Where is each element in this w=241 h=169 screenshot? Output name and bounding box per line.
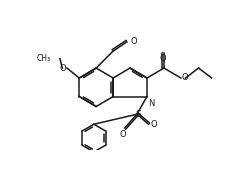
Text: O: O bbox=[151, 120, 157, 129]
Text: O: O bbox=[130, 37, 137, 46]
Text: O: O bbox=[182, 73, 188, 82]
Text: S: S bbox=[135, 110, 141, 119]
Text: O: O bbox=[160, 54, 167, 63]
Text: O: O bbox=[120, 130, 127, 139]
Text: CH₃: CH₃ bbox=[37, 54, 51, 63]
Text: N: N bbox=[148, 99, 155, 108]
Text: O: O bbox=[60, 64, 66, 73]
